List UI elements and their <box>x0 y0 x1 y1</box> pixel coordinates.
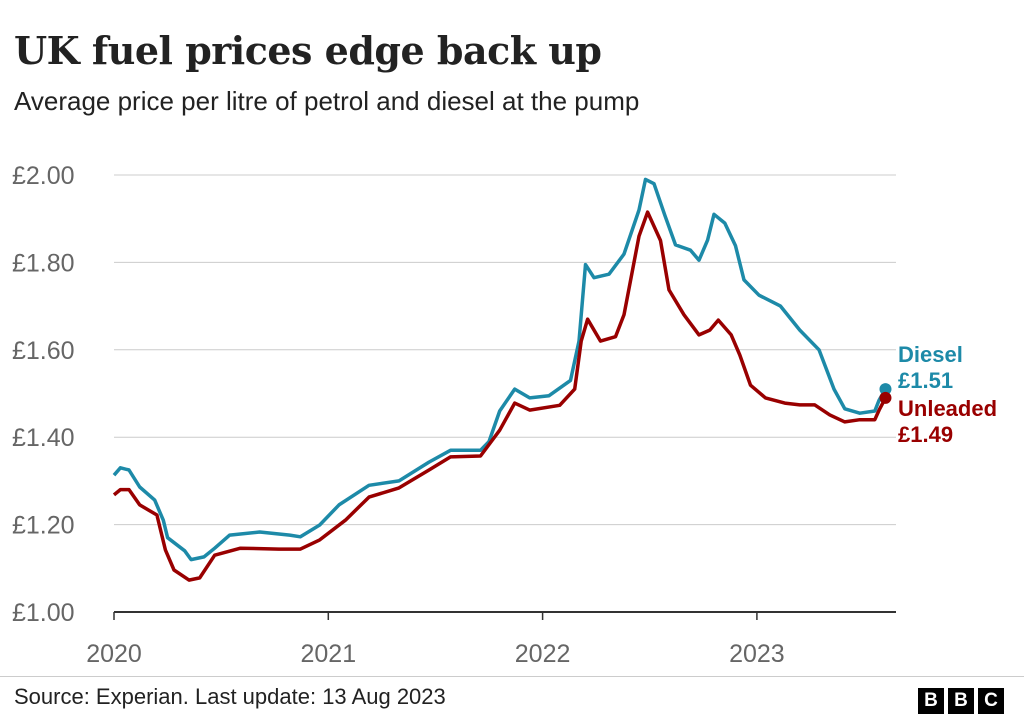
y-tick-label: £2.00 <box>12 162 75 190</box>
x-tick-label: 2021 <box>300 640 356 668</box>
y-tick-label: £1.00 <box>12 599 75 627</box>
chart-title: UK fuel prices edge back up <box>14 28 602 73</box>
source-note: Source: Experian. Last update: 13 Aug 20… <box>14 684 446 709</box>
chart-subtitle: Average price per litre of petrol and di… <box>14 86 640 116</box>
footer-divider <box>0 676 1024 677</box>
series-line-unleaded <box>112 210 888 582</box>
series-value-diesel: £1.51 <box>898 368 953 393</box>
y-tick-label: £1.20 <box>12 512 75 540</box>
x-tick-label: 2023 <box>729 640 785 668</box>
series-label-diesel: Diesel <box>898 342 963 367</box>
end-point-diesel <box>879 383 892 396</box>
x-tick-label: 2022 <box>515 640 571 668</box>
series-value-unleaded: £1.49 <box>898 422 953 447</box>
series-line-diesel <box>112 177 888 562</box>
y-tick-label: £1.40 <box>12 424 75 452</box>
y-tick-label: £1.80 <box>12 249 75 277</box>
end-point-unleaded <box>879 391 892 404</box>
line-chart: £1.00 £1.20 £1.40 £1.60 £1.80 £2.00 2020 2021 20… <box>12 162 997 668</box>
x-tick-label: 2020 <box>86 640 142 668</box>
y-tick-label: £1.60 <box>12 337 75 365</box>
series-label-unleaded: Unleaded <box>898 396 997 421</box>
